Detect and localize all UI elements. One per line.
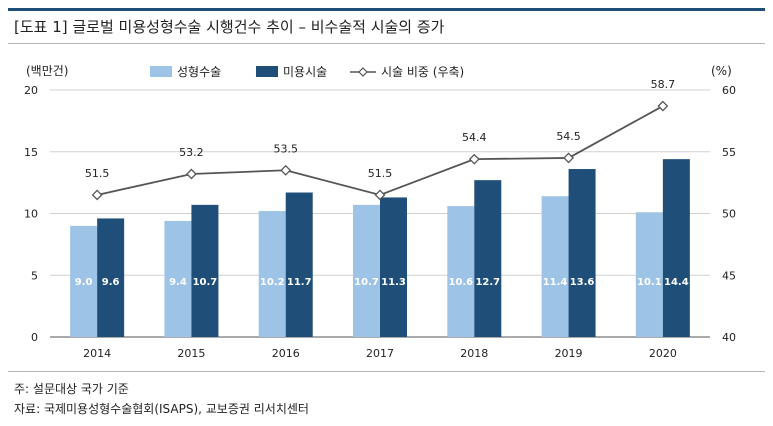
bar-series-2 [191,204,219,337]
line-data-label: 54.5 [556,130,581,143]
bar-data-label: 11.7 [287,277,312,288]
bar-series-1 [353,204,380,337]
line-data-label: 51.5 [368,167,393,180]
title-top-rule [8,8,765,11]
line-point [280,164,292,176]
bar-data-label: 9.6 [102,277,120,288]
bar-series-2 [568,169,596,337]
title-divider [8,43,765,44]
bar-data-label: 10.2 [260,277,285,288]
y-tick-label: 0 [31,331,38,344]
line-data-label: 53.2 [179,146,204,159]
bar-data-label: 11.4 [543,277,568,288]
y2-tick-label: 50 [722,208,736,221]
bar-data-label: 10.7 [354,277,379,288]
bar-series-1 [635,212,663,337]
line-point [91,189,103,201]
source-note: 자료: 국제미용성형수술협회(ISAPS), 교보증권 리서치센터 [14,402,309,416]
line-data-label: 53.5 [273,142,298,155]
line-point [468,153,480,165]
x-tick-label: 2016 [272,347,300,360]
bar-series-1 [541,196,569,337]
y2-tick-label: 55 [722,146,736,159]
bar-data-label: 9.0 [75,277,93,288]
legend-label-series-1: 성형수술 [177,65,221,79]
bar-data-label: 11.3 [381,277,406,288]
bar-data-label: 10.1 [637,277,662,288]
bar-series-1 [258,211,286,337]
bar-data-label: 10.7 [193,277,218,288]
bar-data-label: 10.6 [448,277,473,288]
bar-series-1 [164,220,192,337]
line-point [657,100,669,112]
line-point [563,152,574,164]
legend-label-series-2: 미용시술 [283,65,327,79]
y-tick-label: 20 [24,84,38,97]
y-tick-label: 10 [24,208,38,221]
bar-data-label: 9.4 [169,277,187,288]
footer-divider [8,371,765,372]
line-data-label: 51.5 [85,167,110,180]
line-point [186,168,197,180]
legend-marker-series-3 [358,67,368,77]
bar-series-2 [662,159,690,337]
bar-series-2 [474,180,502,337]
line-point [374,189,386,201]
line-data-label: 58.7 [651,78,676,91]
x-tick-label: 2018 [460,347,488,360]
footnote: 주: 설문대상 국가 기준 [14,382,129,396]
y-tick-label: 15 [24,146,38,159]
x-tick-label: 2017 [366,347,394,360]
y2-tick-label: 45 [722,269,736,282]
legend-swatch-series-1 [150,66,172,77]
bar-data-label: 13.6 [570,277,595,288]
bar-line-chart: (백만건) (%) 성형수술 미용시술 시술 비중 (우축) 0 5 10 15 20 40 45 50… [24,64,736,360]
bar-series-2 [380,197,407,337]
chart-title: [도표 1] 글로벌 미용성형수술 시행건수 추이 – 비수술적 시술의 증가 [14,18,445,36]
x-tick-label: 2019 [555,347,583,360]
bar-series-2 [285,192,313,337]
bar-series-1 [447,206,475,337]
x-tick-label: 2015 [177,347,205,360]
bar-data-label: 12.7 [475,277,500,288]
bar-series-2 [97,218,125,337]
y-axis-title: (백만건) [26,64,68,78]
y2-tick-label: 60 [722,84,736,97]
x-tick-label: 2020 [649,347,677,360]
legend-swatch-series-2 [256,66,278,77]
y-tick-label: 5 [31,269,38,282]
line-data-label: 54.4 [462,131,487,144]
x-tick-label: 2014 [83,347,111,360]
y2-tick-label: 40 [722,331,736,344]
bar-data-label: 14.4 [664,277,689,288]
y2-axis-title: (%) [711,64,732,78]
legend-label-series-3: 시술 비중 (우축) [381,65,464,79]
bar-series-1 [70,225,98,337]
